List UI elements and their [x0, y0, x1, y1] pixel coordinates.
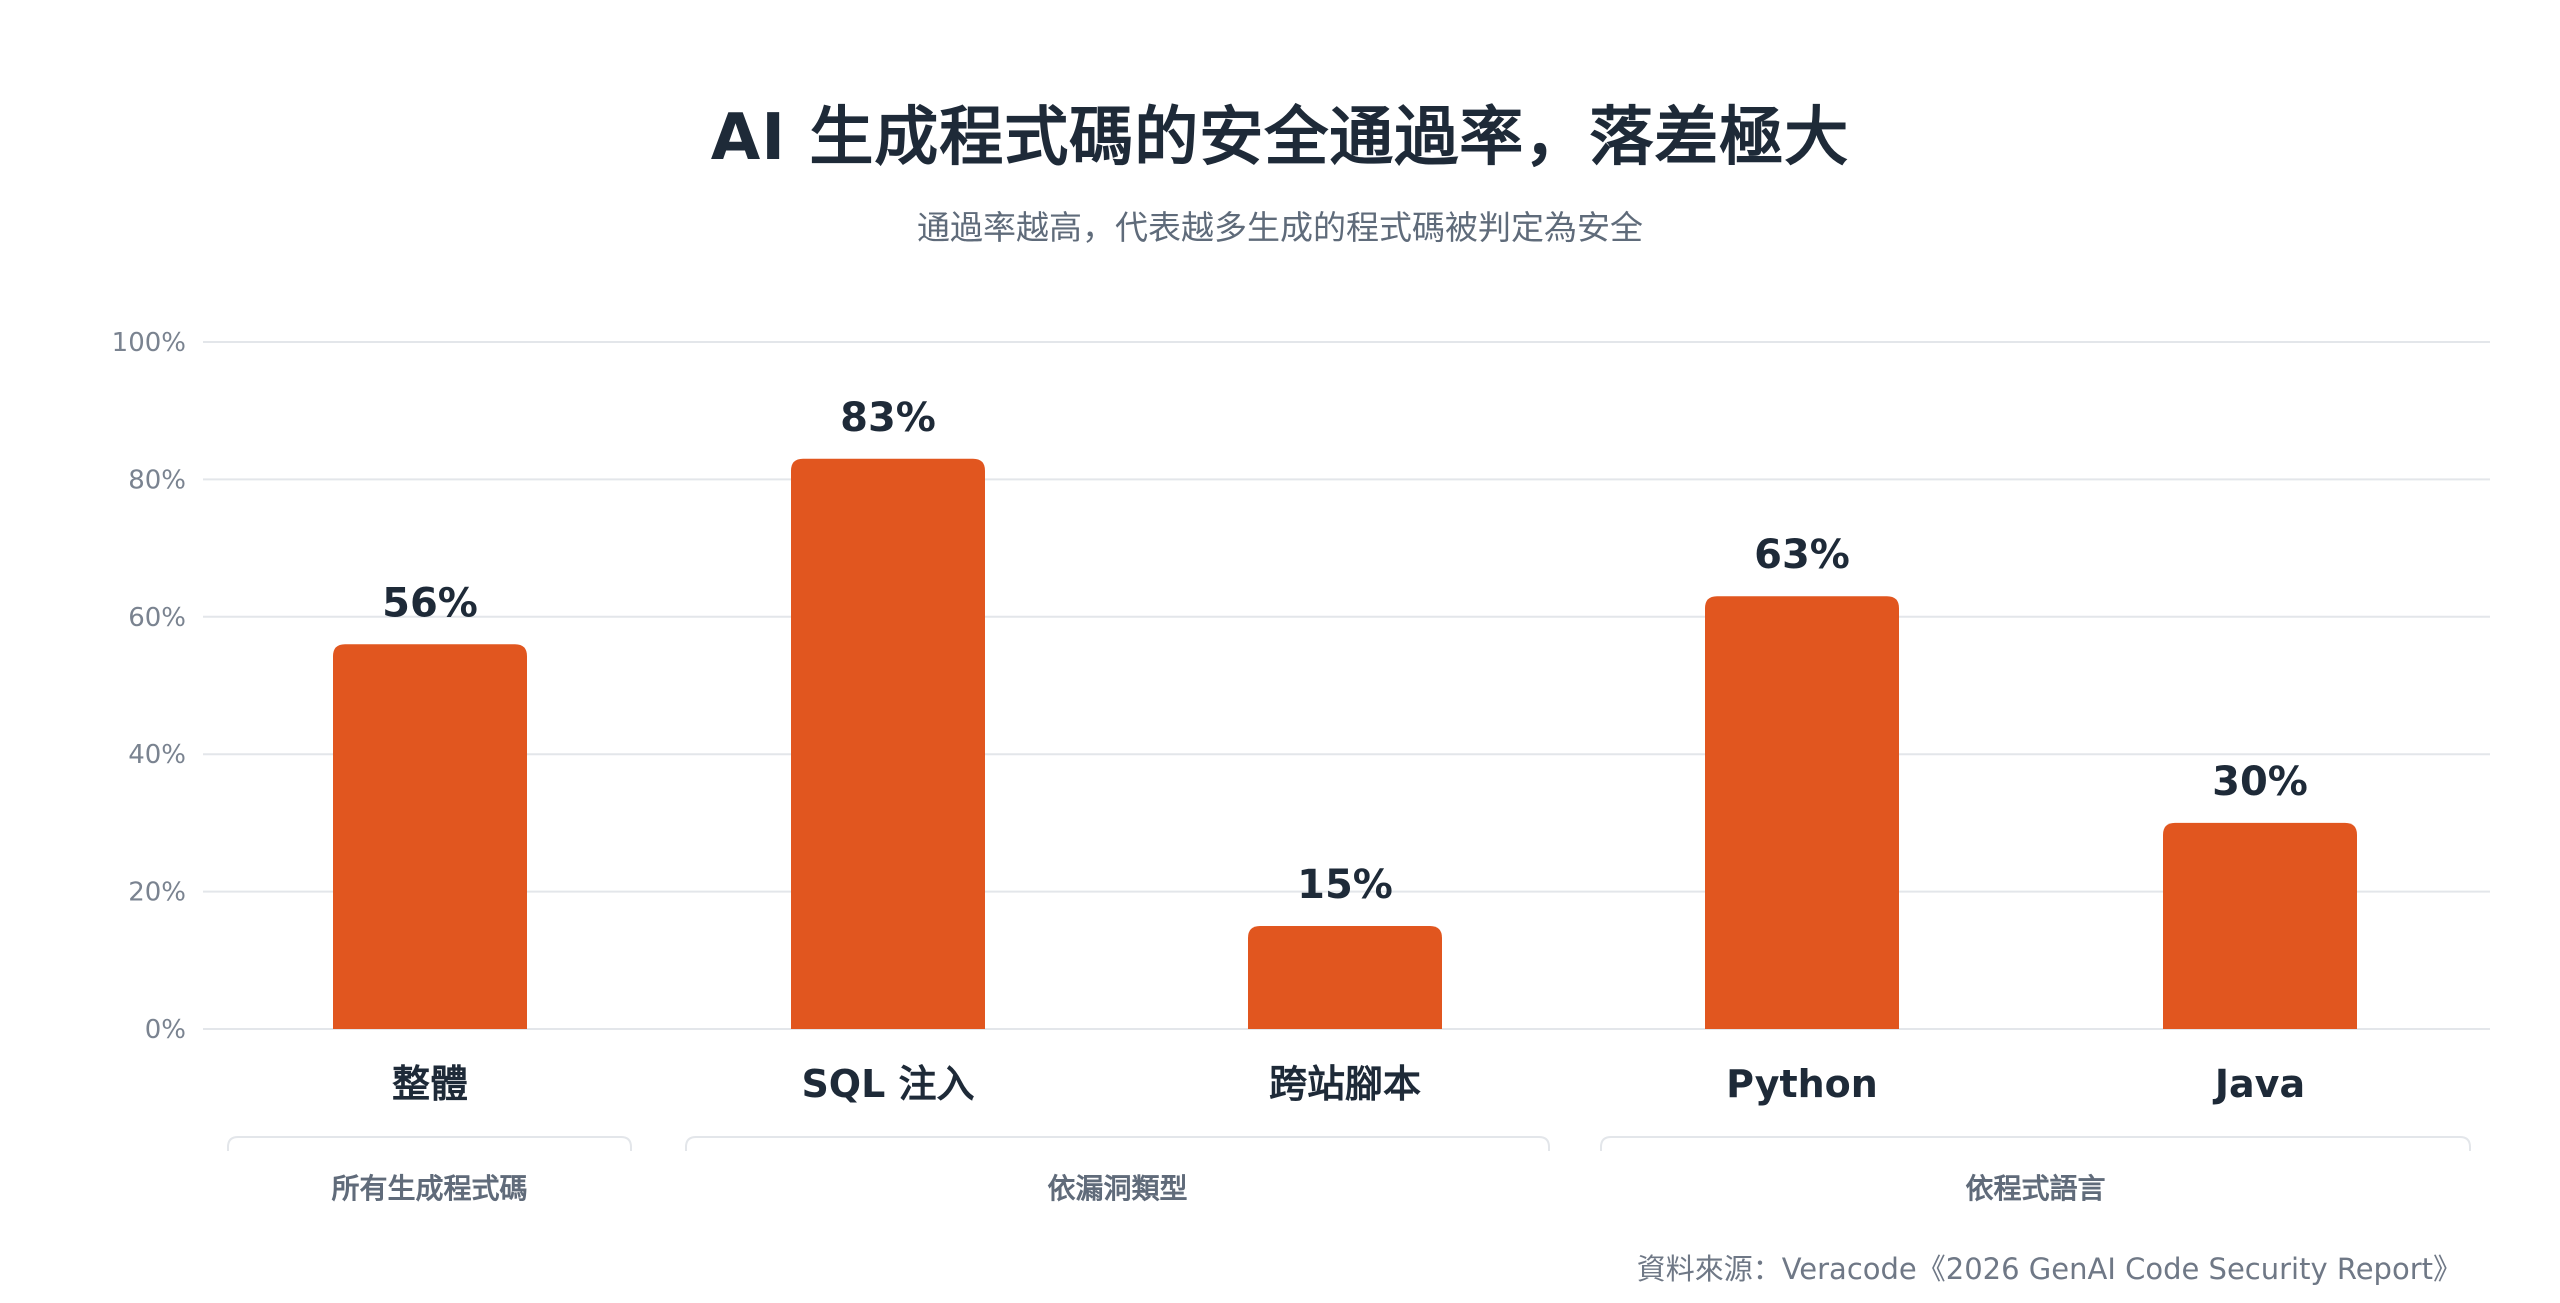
group-label: 依漏洞類型: [1047, 1172, 1187, 1205]
value-labels: 56% 83% 15% 63% 30%: [382, 395, 2308, 908]
bar: [1248, 925, 1442, 1029]
category-labels: 整體 SQL 注入 跨站腳本 Python Java: [392, 1062, 2305, 1106]
group-label: 所有生成程式碼: [331, 1172, 527, 1205]
y-tick-label: 80%: [128, 465, 186, 495]
group-bracket: [1600, 1136, 2471, 1151]
y-axis-ticks: 0% 20% 40% 60% 80% 100%: [112, 328, 186, 1045]
category-label: 跨站腳本: [1269, 1062, 1421, 1106]
group-bracket: [685, 1136, 1550, 1151]
bar: [791, 458, 985, 1029]
chart-title: AI 生成程式碼的安全通過率，落差極大: [710, 101, 1850, 175]
y-tick-label: 60%: [128, 603, 186, 633]
source-note: 資料來源：Veracode《2026 GenAI Code Security R…: [1636, 1252, 2462, 1286]
bar: [2163, 822, 2357, 1029]
bar: [1705, 596, 1899, 1029]
bar-value-label: 30%: [2212, 759, 2308, 805]
group-bracket: [227, 1136, 632, 1151]
y-tick-label: 40%: [128, 740, 186, 770]
category-groups: 所有生成程式碼 依漏洞類型 依程式語言: [227, 1136, 2471, 1205]
bar-value-label: 83%: [840, 395, 936, 441]
category-label: 整體: [392, 1062, 468, 1106]
y-tick-label: 20%: [128, 878, 186, 908]
y-tick-label: 100%: [112, 328, 186, 358]
bars: [333, 458, 2357, 1029]
category-label: Java: [2212, 1062, 2305, 1106]
group-label: 依程式語言: [1965, 1172, 2105, 1205]
bar-value-label: 63%: [1754, 532, 1850, 578]
category-label: Python: [1726, 1062, 1878, 1106]
category-label: SQL 注入: [801, 1062, 974, 1106]
bar: [333, 644, 527, 1029]
chart-subtitle: 通過率越高，代表越多生成的程式碼被判定為安全: [917, 208, 1643, 247]
y-tick-label: 0%: [145, 1015, 186, 1045]
bar-value-label: 56%: [382, 580, 478, 626]
bar-value-label: 15%: [1297, 862, 1393, 908]
